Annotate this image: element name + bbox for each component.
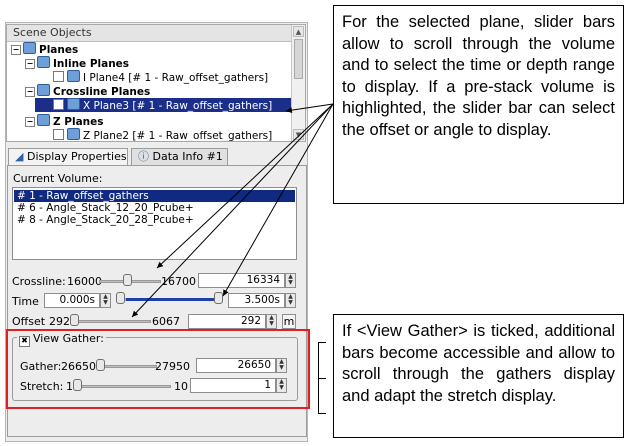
collapse-icon[interactable]: −	[25, 117, 35, 127]
eye-icon	[23, 42, 36, 54]
gather-max: 27950	[155, 360, 190, 373]
tree-scrollbar[interactable]: ▲ ▼	[291, 25, 305, 141]
gather-min: 26650	[61, 360, 96, 373]
scroll-up-icon[interactable]: ▲	[293, 26, 304, 37]
plane-icon	[67, 70, 80, 82]
view-gather-highlight-frame	[6, 329, 310, 409]
stretch-slider-thumb[interactable]	[73, 379, 82, 391]
gather-value-field[interactable]: 26650	[196, 358, 276, 373]
stretch-label: Stretch:	[20, 380, 64, 393]
tab-display-properties[interactable]: ◢ Display Properties	[8, 148, 128, 166]
time-slider-end-thumb[interactable]	[214, 292, 223, 304]
scene-objects-header: Scene Objects	[7, 25, 291, 42]
callout-bracket-stub	[318, 378, 326, 379]
info-icon: ⓘ	[138, 150, 149, 163]
callout-view-gather: If <View Gather> is ticked, additional b…	[333, 314, 624, 438]
offset-label: Offset	[12, 315, 46, 328]
time-min-field[interactable]: 0.000s	[44, 293, 100, 308]
gather-spinner[interactable]: ▲ ▼	[276, 358, 287, 373]
offset-min: 292	[49, 315, 70, 328]
crossline-max: 16700	[161, 275, 196, 288]
list-item[interactable]: # 8 - Angle_Stack_20_28_Pcube+	[17, 214, 194, 226]
offset-unit: m	[282, 314, 296, 329]
offset-value-field[interactable]: 292	[188, 314, 266, 329]
tab-data-info[interactable]: ⓘ Data Info #1	[131, 148, 228, 166]
gather-slider-thumb[interactable]	[96, 359, 105, 371]
eye-icon	[37, 84, 50, 96]
current-volume-label: Current Volume:	[13, 172, 103, 185]
visibility-checkbox[interactable]	[53, 129, 64, 140]
crossline-min: 16000	[67, 275, 102, 288]
time-min-spinner[interactable]: ▲ ▼	[100, 293, 111, 308]
list-item[interactable]: # 1 - Raw_offset_gathers	[14, 190, 295, 202]
arrow-to-plane	[285, 103, 334, 114]
offset-slider-thumb[interactable]	[70, 314, 79, 326]
stretch-min: 1	[66, 380, 73, 393]
time-value-field[interactable]: 3.500s	[228, 293, 285, 308]
view-gather-group	[12, 337, 298, 401]
plane-icon	[67, 98, 80, 110]
tree-item-crossline-planes[interactable]: − Crossline Planes	[25, 84, 151, 98]
eye-icon	[37, 114, 50, 126]
plane-icon	[67, 128, 80, 140]
eye-icon	[37, 56, 50, 68]
crossline-value-field[interactable]: 16334	[198, 273, 285, 288]
tree-item-inline-planes[interactable]: − Inline Planes	[25, 56, 130, 70]
time-spinner[interactable]: ▲ ▼	[285, 293, 296, 308]
time-slider-start-thumb[interactable]	[116, 292, 125, 304]
offset-max: 6067	[152, 315, 180, 328]
scroll-thumb[interactable]	[294, 39, 303, 79]
scroll-down-icon[interactable]: ▼	[293, 129, 304, 140]
view-gather-checkbox[interactable]: ✖	[19, 336, 30, 347]
display-icon: ◢	[15, 150, 24, 163]
tree-item-z-plane2[interactable]: Z Plane2 [# 1 - Raw_offset_gathers]	[53, 128, 272, 141]
visibility-checkbox[interactable]	[53, 71, 64, 82]
offset-spinner[interactable]: ▲ ▼	[266, 314, 277, 329]
stretch-spinner[interactable]: ▲ ▼	[276, 378, 287, 393]
tree-item-crossline-plane3[interactable]: X Plane3 [# 1 - Raw_offset_gathers]	[35, 98, 305, 112]
view-gather-toggle[interactable]: ✖ View Gather:	[17, 332, 106, 347]
gather-label: Gather:	[20, 360, 62, 373]
collapse-icon[interactable]: −	[25, 87, 35, 97]
arrow-to-offset	[131, 103, 334, 318]
arrow-to-crossline	[156, 103, 334, 269]
scene-objects-tree[interactable]: Scene Objects − Planes − Inline Planes I…	[6, 24, 306, 142]
crossline-label: Crossline:	[12, 275, 66, 288]
stretch-max: 10	[174, 380, 188, 393]
time-label: Time	[12, 295, 39, 308]
visibility-checkbox[interactable]	[53, 99, 64, 110]
list-item[interactable]: # 6 - Angle_Stack_12_20_Pcube+	[17, 202, 194, 214]
collapse-icon[interactable]: −	[11, 45, 21, 55]
stretch-value-field[interactable]: 1	[190, 378, 276, 393]
current-volume-list[interactable]: # 1 - Raw_offset_gathers # 6 - Angle_Sta…	[12, 187, 297, 260]
callout-slider-bars: For the selected plane, slider bars allo…	[333, 5, 624, 204]
arrow-to-time	[222, 103, 334, 297]
tree-item-z-planes[interactable]: − Z Planes	[25, 114, 104, 128]
crossline-spinner[interactable]: ▲ ▼	[285, 273, 296, 288]
collapse-icon[interactable]: −	[25, 59, 35, 69]
crossline-slider-thumb[interactable]	[123, 274, 132, 286]
tree-item-planes[interactable]: − Planes	[11, 42, 79, 56]
tree-item-inline-plane4[interactable]: I Plane4 [# 1 - Raw_offset_gathers]	[53, 70, 268, 84]
